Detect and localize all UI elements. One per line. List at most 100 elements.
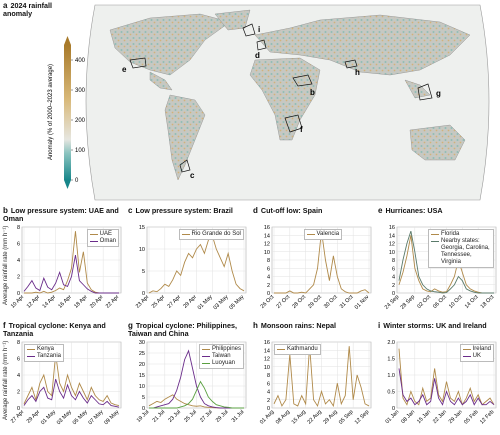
panel-title-text: Hurricanes: USA — [385, 206, 443, 215]
x-tick-label: 29 Oct — [307, 294, 323, 310]
line-series — [398, 235, 494, 294]
legend-label: Oman — [99, 238, 116, 244]
y-tick-label: 1.5 — [387, 357, 395, 363]
y-tick-label: 8 — [17, 340, 20, 346]
x-tick-label: 06 Oct — [432, 294, 448, 310]
legend: Florida Nearby states: Georgia, Carolina,… — [428, 229, 494, 268]
line-chart: 0 2 4 6 8 10 Apr 12 Apr 14 Apr 16 Apr 18 Apr 20 Ap… — [10, 225, 122, 310]
legend: Philippines Taiwan Luoyuan — [198, 344, 244, 369]
panel-title: d Cut-off low: Spain — [253, 207, 372, 215]
legend-entry: UK — [462, 353, 491, 360]
legend-entry: Ireland — [462, 346, 491, 353]
panel-title-text: Cut-off low: Spain — [260, 206, 323, 215]
legend-label: Kathmandu — [287, 346, 318, 352]
y-tick-label: 2 — [267, 283, 270, 289]
colorbar-label: Anomaly (% of 2000–2023 average) — [48, 64, 54, 160]
x-tick-label: 09 May — [103, 409, 120, 426]
x-tick-label: 15 Jan — [416, 409, 432, 425]
x-tick-label: 22 Apr — [105, 294, 121, 310]
colorbar — [64, 45, 71, 180]
colorbar-tick-label: 200 — [75, 118, 86, 124]
x-tick-label: 26 Oct — [260, 294, 276, 310]
y-tick-label: 0 — [17, 406, 20, 412]
panel-title-text: Low pressure system: Brazil — [135, 206, 233, 215]
x-tick-label: 08 Jan — [400, 409, 416, 425]
line-series — [149, 349, 244, 409]
y-tick-label: 14 — [264, 348, 270, 354]
panel-letter: f — [3, 321, 6, 330]
legend-label: Ireland — [472, 346, 491, 352]
y-tick-label: 4 — [267, 275, 270, 281]
legend-entry: Oman — [89, 238, 116, 245]
legend-label: UK — [472, 353, 481, 359]
panel-letter: c — [128, 206, 133, 215]
x-tick-label: 20 Apr — [89, 294, 105, 310]
panel-letter: i — [378, 321, 381, 330]
y-tick-label: 4 — [267, 390, 270, 396]
y-tick-label: 1.0 — [387, 373, 395, 379]
y-axis-label: Average rainfall rate (mm h⁻¹) — [3, 340, 9, 420]
y-tick-label: 4 — [17, 258, 20, 264]
legend-swatch — [462, 349, 471, 350]
line-series — [148, 234, 245, 294]
y-tick-label: 6 — [267, 381, 270, 387]
y-tick-label: 5 — [142, 395, 145, 401]
panel-letter: d — [253, 206, 258, 215]
y-tick-label: 10 — [264, 365, 270, 371]
panel-letter: a — [3, 1, 8, 10]
x-tick-label: 18 Apr — [73, 294, 89, 310]
y-tick-label: 0 — [142, 291, 145, 297]
y-tick-label: 14 — [389, 233, 395, 239]
line-series — [398, 368, 495, 406]
legend-swatch — [89, 234, 98, 235]
panel-title: e Hurricanes: USA — [378, 207, 497, 215]
y-tick-label: 0 — [17, 291, 20, 297]
x-tick-label: 14 Oct — [464, 294, 480, 310]
map-title-text: 2024 rainfall anomaly — [3, 1, 53, 18]
x-tick-label: 12 Sep — [354, 409, 371, 426]
y-tick-label: 15 — [139, 373, 145, 379]
line-series — [398, 348, 495, 406]
x-tick-label: 29 Aug — [322, 409, 338, 425]
y-tick-label: 0 — [267, 406, 270, 412]
legend-entry: UAE — [89, 231, 116, 238]
y-tick-label: 2 — [17, 390, 20, 396]
y-axis-label: Average rainfall rate (mm h⁻¹) — [3, 225, 9, 305]
x-tick-label: 01 Nov — [354, 294, 371, 311]
x-tick-label: 05 May — [72, 409, 89, 426]
y-tick-label: 0 — [392, 291, 395, 297]
legend-label: Philippines — [211, 346, 241, 352]
y-tick-label: 4 — [17, 373, 20, 379]
y-tick-label: 8 — [17, 225, 20, 231]
y-tick-label: 14 — [264, 233, 270, 239]
map: Anomaly (% of 2000–2023 average) 0 100 200… — [48, 4, 490, 201]
x-tick-label: 28 Sep — [400, 294, 417, 311]
x-tick-label: 12 Apr — [26, 294, 42, 310]
line-chart: 0 2 4 6 8 10 12 14 16 26 Oct 27 Oct 28 Oct 29 Oct 30 … — [260, 225, 372, 311]
panel-title-text: Tropical cyclone: Kenya and Tanzania — [3, 321, 106, 338]
x-tick-label: 10 Oct — [448, 294, 464, 310]
x-tick-label: 29 Jan — [448, 409, 464, 425]
y-tick-label: 20 — [139, 362, 145, 368]
colorbar-tick-label: 100 — [75, 148, 86, 154]
legend-swatch — [89, 241, 98, 242]
y-tick-label: 12 — [264, 242, 270, 248]
y-tick-label: 12 — [389, 242, 395, 248]
colorbar-tick-label: 300 — [75, 88, 86, 94]
legend-entry: Nearby states: Georgia, Carolina, Tennes… — [431, 238, 491, 266]
line-series — [23, 378, 120, 408]
y-tick-label: 10 — [264, 250, 270, 256]
y-tick-label: 2 — [267, 398, 270, 404]
region-label: i — [258, 25, 260, 34]
y-tick-label: 6 — [392, 266, 395, 272]
x-tick-label: 03 May — [213, 294, 230, 311]
panel-title-text: Winter storms: UK and Ireland — [383, 321, 487, 330]
panel-title: h Monsoon rains: Nepal — [253, 322, 372, 330]
x-tick-label: 29 Apr — [182, 294, 198, 310]
x-tick-label: 31 Oct — [339, 294, 355, 310]
legend: Kathmandu — [274, 344, 321, 355]
y-tick-label: 0 — [392, 406, 395, 412]
y-tick-label: 6 — [17, 242, 20, 248]
